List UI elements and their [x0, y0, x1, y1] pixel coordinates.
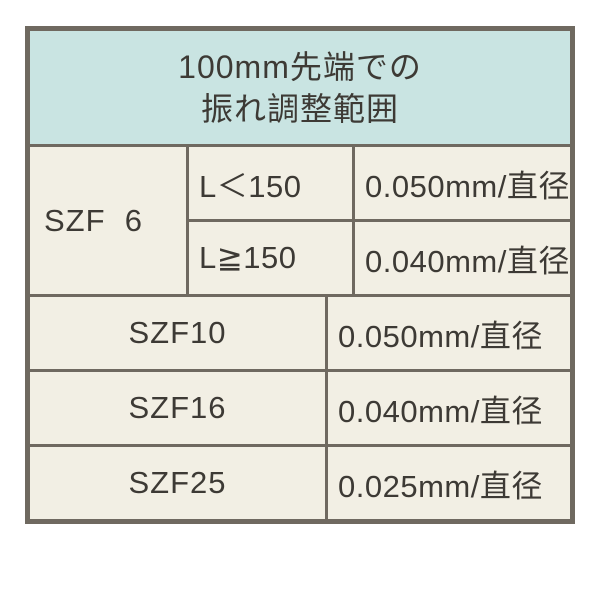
header-line2: 振れ調整範囲 — [30, 89, 570, 131]
val-szf16: 0.040mm/直径 — [328, 372, 568, 444]
row-szf16: SZF16 0.040mm/直径 — [30, 372, 570, 447]
row-szf25: SZF25 0.025mm/直径 — [30, 447, 570, 519]
row-szf6: SZF 6 L＜150 0.050mm/直径 L≧150 0.040mm/直径 — [30, 147, 570, 297]
model-szf16: SZF16 — [30, 372, 328, 444]
model-szf6-label: SZF 6 — [44, 203, 143, 239]
szf6-val-1: 0.050mm/直径 — [355, 147, 570, 219]
val-szf25: 0.025mm/直径 — [328, 447, 568, 519]
szf6-cond-2: L≧150 — [189, 222, 355, 294]
model-szf6: SZF 6 — [30, 147, 189, 294]
row-szf10: SZF10 0.050mm/直径 — [30, 297, 570, 372]
szf6-cond-1: L＜150 — [189, 147, 355, 219]
szf6-val-2: 0.040mm/直径 — [355, 222, 570, 294]
val-szf10: 0.050mm/直径 — [328, 297, 568, 369]
spec-table: 100mm先端での 振れ調整範囲 SZF 6 L＜150 0.050mm/直径 … — [25, 26, 575, 524]
header-line1: 100mm先端での — [30, 47, 570, 89]
row-szf6-sub2: L≧150 0.040mm/直径 — [189, 222, 570, 294]
model-szf10: SZF10 — [30, 297, 328, 369]
row-szf6-sub1: L＜150 0.050mm/直径 — [189, 147, 570, 222]
table-header: 100mm先端での 振れ調整範囲 — [30, 31, 570, 147]
model-szf25: SZF25 — [30, 447, 328, 519]
